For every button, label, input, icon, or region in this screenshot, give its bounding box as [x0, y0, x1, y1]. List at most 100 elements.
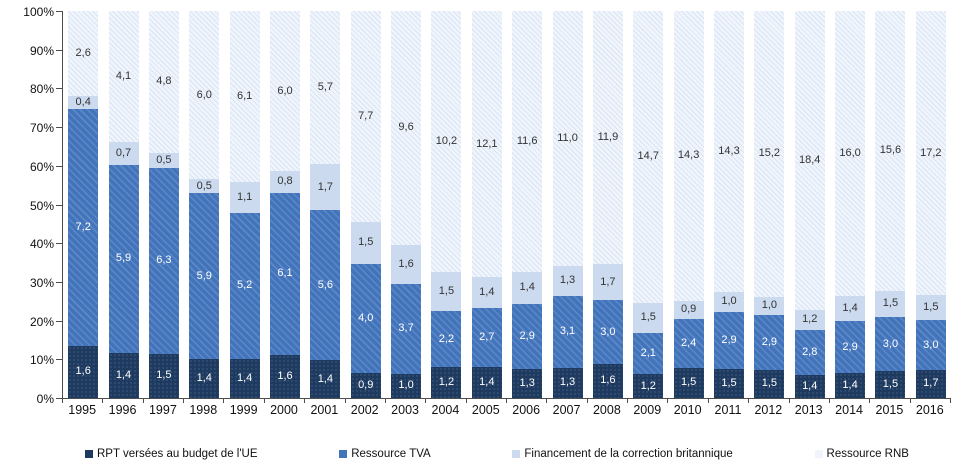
bar-segment-label: 10,2 — [435, 135, 458, 148]
x-axis-category-label: 1997 — [148, 403, 177, 417]
bar-segment: 5,2 — [229, 212, 260, 359]
legend-swatch-icon — [85, 450, 93, 458]
x-axis-category-label: 2011 — [714, 403, 742, 417]
bar-segment-label: 0,5 — [196, 179, 212, 192]
x-axis-category-label: 2008 — [592, 403, 621, 417]
bar-segment-label: 5,9 — [115, 252, 132, 265]
bar-segment-label: 1,4 — [842, 379, 858, 392]
legend-swatch-icon — [814, 450, 823, 458]
bar-segment-label: 1,5 — [156, 369, 172, 382]
bar-segment: 11,6 — [512, 11, 543, 272]
bar-segment: 1,4 — [471, 367, 502, 398]
bar-segment: 2,9 — [512, 303, 543, 369]
bar-segment: 6,1 — [270, 192, 300, 356]
bar-segment: 1,7 — [915, 369, 946, 398]
bar-segment-label: 0,7 — [115, 146, 132, 159]
bar-segment: 3,0 — [592, 300, 623, 364]
y-axis-tick-mark — [56, 165, 62, 167]
y-axis-tick-label: 20% — [29, 314, 54, 329]
bar-1999: 1,4 5,2 1,1 6,1 — [229, 11, 260, 398]
x-axis-tick-mark — [909, 399, 911, 403]
bar-segment-label: 1,4 — [317, 372, 333, 385]
bar-segment: 1,5 — [673, 367, 704, 398]
legend-item-2: Ressource TVA — [339, 448, 431, 460]
x-axis-category-label: 2009 — [633, 403, 662, 417]
legend-item-label: RPT versées au budget de l'UE — [97, 448, 258, 460]
bar-segment: 1,2 — [794, 310, 825, 330]
bar-segment-label: 5,9 — [196, 269, 212, 282]
bar-segment-label: 0,4 — [75, 96, 91, 109]
y-axis-tick-label: 90% — [29, 43, 54, 58]
bar-segment-label: 7,7 — [358, 110, 374, 123]
bar-2002: 0,9 4,0 1,5 7,7 — [350, 11, 381, 398]
bar-segment-label: 1,7 — [317, 180, 333, 193]
legend-item-1: RPT versées au budget de l'UE — [85, 448, 258, 460]
bar-segment: 1,0 — [754, 296, 785, 316]
bar-segment-label: 3,1 — [559, 325, 576, 338]
x-axis-tick-mark — [425, 399, 427, 403]
y-axis-tick-label: 60% — [29, 159, 54, 174]
bar-segment-label: 6,3 — [156, 254, 172, 267]
bar-2009: 1,2 2,1 1,5 14,7 — [633, 11, 664, 398]
bar-segment: 2,4 — [673, 318, 704, 368]
bar-segment: 1,4 — [794, 375, 825, 398]
y-axis-tick-label: 80% — [29, 82, 54, 97]
bar-2008: 1,6 3,0 1,7 11,9 — [592, 11, 623, 398]
bar-segment: 1,4 — [471, 277, 502, 308]
bar-segment-label: 0,9 — [680, 303, 697, 316]
bar-segment-label: 2,9 — [721, 333, 737, 346]
bar-segment: 2,1 — [633, 332, 664, 375]
bar-segment: 0,9 — [350, 373, 381, 398]
bar-2013: 1,4 2,8 1,2 18,4 — [794, 11, 825, 398]
bar-segment: 10,2 — [431, 11, 462, 273]
bar-segment-label: 1,6 — [398, 257, 414, 270]
bar-segment-label: 1,5 — [761, 377, 777, 390]
bar-segment: 5,9 — [108, 164, 139, 354]
bar-segment-label: 6,0 — [277, 84, 293, 97]
x-axis-category-label: 1996 — [108, 403, 137, 417]
y-axis-tick-mark — [56, 127, 62, 129]
y-axis-tick-mark — [56, 320, 62, 322]
y-axis-tick-mark — [56, 281, 62, 283]
bar-segment-label: 11,6 — [516, 135, 538, 147]
bar-segment: 5,7 — [310, 11, 341, 165]
x-axis-tick-mark — [344, 399, 346, 403]
bar-segment: 1,1 — [229, 182, 260, 213]
bar-segment-label: 14,3 — [718, 144, 740, 157]
bar-segment-label: 1,6 — [277, 370, 293, 383]
bar-segment-label: 11,0 — [557, 131, 578, 144]
legend: RPT versées au budget de l'UE Ressource T… — [85, 445, 909, 463]
bar-segment: 1,4 — [835, 296, 866, 322]
y-axis-tick-label: 50% — [29, 198, 54, 213]
bar-segment-label: 1,4 — [842, 302, 858, 315]
bar-segment-label: 3,0 — [600, 325, 616, 338]
bar-segment-label: 2,4 — [680, 336, 697, 349]
x-axis-category-label: 2010 — [673, 403, 702, 417]
bar-segment: 1,5 — [754, 369, 785, 398]
bar-segment: 4,0 — [350, 263, 381, 374]
x-axis-category-label: 2013 — [794, 403, 823, 417]
x-axis-category-label: 2000 — [270, 403, 298, 417]
bar-segment-label: 1,5 — [358, 236, 374, 249]
bar-segment-label: 0,9 — [358, 379, 374, 392]
plot-area: 1,6 7,2 0,4 2,6 1,4 5,9 0,7 4,1 1,5 6,3 0,5 4,8 1,4 5… — [62, 11, 951, 399]
legend-item-label: Financement de la correction britannique — [524, 448, 733, 460]
x-axis-tick-mark — [667, 399, 669, 403]
bar-segment: 1,6 — [270, 355, 300, 398]
x-axis-tick-mark — [465, 399, 467, 403]
bar-segment-label: 1,7 — [923, 377, 939, 390]
y-axis-tick-label: 40% — [29, 237, 54, 252]
bar-segment: 0,7 — [108, 142, 139, 165]
bar-segment-label: 1,3 — [559, 274, 576, 287]
x-axis-category-label: 1999 — [229, 403, 258, 417]
bar-segment-label: 0,5 — [156, 153, 172, 166]
bar-segment: 1,0 — [714, 291, 744, 312]
bar-segment-label: 1,5 — [882, 297, 899, 310]
bar-segment-label: 4,0 — [358, 311, 374, 324]
bar-segment-label: 2,9 — [761, 336, 777, 349]
bar-segment: 6,3 — [148, 167, 179, 354]
bar-segment: 2,9 — [714, 311, 744, 369]
bar-segment: 14,7 — [633, 11, 664, 303]
bar-segment-label: 1,1 — [236, 191, 253, 204]
x-axis-category-label: 2004 — [431, 403, 460, 417]
